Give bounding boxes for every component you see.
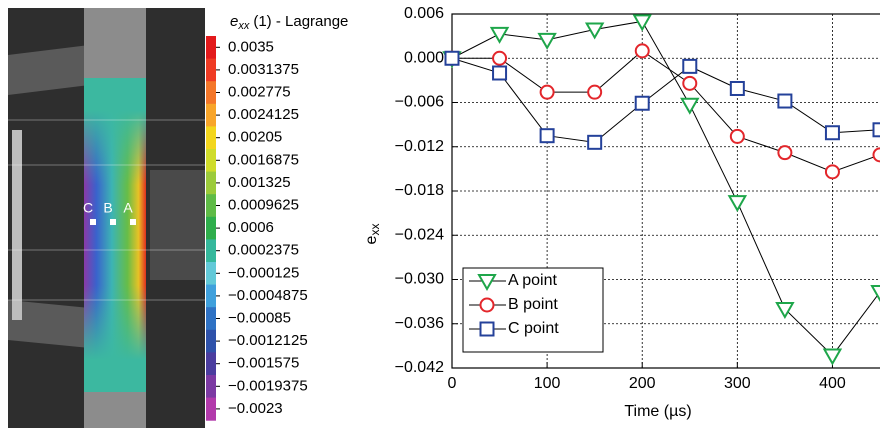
y-tick-label: −0.030 (395, 271, 444, 288)
data-point (683, 60, 696, 73)
colorbar-swatch (206, 285, 216, 308)
colorbar-swatch (206, 352, 216, 375)
colorbar-tick-label: −0.001575 (228, 355, 299, 372)
legend-label: B point (508, 296, 558, 313)
title-rest: (1) - Lagrange (253, 13, 348, 30)
data-point (874, 123, 880, 136)
data-point (729, 196, 745, 210)
colorbar-tick-label: −0.0023 (228, 400, 283, 417)
data-point (731, 130, 744, 143)
legend-label: C point (508, 320, 559, 337)
colorbar-tick-label: −0.0019375 (228, 377, 308, 394)
point-label: A (123, 200, 133, 216)
x-tick-label: 300 (724, 375, 751, 392)
colorbar-swatch (206, 375, 216, 398)
point-label: C (83, 200, 93, 216)
colorbar-swatch (206, 104, 216, 127)
colorbar-tick-label: −0.000125 (228, 264, 299, 281)
colorbar-tick-label: 0.00205 (228, 129, 282, 146)
y-tick-label: 0.000 (404, 49, 444, 66)
point-marker (130, 219, 136, 225)
y-tick-label: −0.042 (395, 359, 444, 376)
y-tick-label: −0.012 (395, 138, 444, 155)
colorbar-tick-label: 0.001325 (228, 174, 291, 191)
legend-marker (481, 299, 494, 312)
y-tick-label: 0.006 (404, 5, 444, 22)
colorbar-swatch (206, 36, 216, 59)
data-point (493, 52, 506, 65)
data-point (826, 126, 839, 139)
y-axis-label: exx (363, 224, 382, 245)
data-point (731, 82, 744, 95)
colorbar-tick-label: 0.0009625 (228, 196, 299, 213)
colorbar-tick-label: 0.002775 (228, 83, 291, 100)
data-point (874, 148, 880, 161)
colorbar-swatch (206, 81, 216, 104)
colorbar-tick-label: 0.0016875 (228, 151, 299, 168)
colorbar-tick-label: −0.0012125 (228, 332, 308, 349)
legend-marker (481, 323, 494, 336)
figure: CBAexx(1) - Lagrange0.00350.00313750.002… (0, 0, 880, 428)
x-tick-label: 0 (448, 375, 457, 392)
colorbar-swatch (206, 59, 216, 82)
x-tick-label: 400 (819, 375, 846, 392)
colorbar-swatch (206, 262, 216, 285)
colorbar-swatch (206, 126, 216, 149)
series-line (452, 58, 880, 142)
colorbar-swatch (206, 398, 216, 421)
y-label-var: e (363, 235, 380, 244)
y-tick-label: −0.006 (395, 94, 444, 111)
colorbar-swatch (206, 194, 216, 217)
colorbar-tick-label: 0.0024125 (228, 106, 299, 123)
colorbar-tick-label: −0.00085 (228, 309, 291, 326)
colorbar-tick-label: 0.0035 (228, 38, 274, 55)
colorbar-tick-label: 0.0002375 (228, 242, 299, 259)
data-point (493, 67, 506, 80)
data-point (682, 99, 698, 113)
x-tick-label: 100 (534, 375, 561, 392)
colorbar-swatch (206, 149, 216, 172)
data-point (539, 34, 555, 48)
dic-image (8, 8, 205, 428)
data-point (778, 146, 791, 159)
data-point (541, 129, 554, 142)
point-marker (110, 219, 116, 225)
point-marker (90, 219, 96, 225)
y-tick-label: −0.036 (395, 315, 444, 332)
y-tick-label: −0.024 (395, 226, 444, 243)
data-point (826, 165, 839, 178)
data-point (636, 97, 649, 110)
x-tick-label: 200 (629, 375, 656, 392)
data-point (683, 77, 696, 90)
data-point (588, 86, 601, 99)
data-point (636, 44, 649, 57)
colorbar-tick-label: −0.0004875 (228, 287, 308, 304)
data-point (541, 86, 554, 99)
colorbar-swatch (206, 307, 216, 330)
colorbar-swatch (206, 239, 216, 262)
x-axis-label: Time (µs) (624, 403, 691, 420)
y-label-sub: xx (368, 224, 382, 236)
colorbar-tick-label: 0.0031375 (228, 61, 299, 78)
colorbar-swatch (206, 330, 216, 353)
data-point (778, 95, 791, 108)
title-sub: xx (237, 20, 250, 32)
y-tick-label: −0.018 (395, 182, 444, 199)
colorbar-title: exx(1) - Lagrange (230, 13, 348, 32)
data-point (824, 349, 840, 363)
colorbar-swatch (206, 172, 216, 195)
data-point (588, 136, 601, 149)
point-label: B (103, 200, 112, 216)
colorbar-swatch (206, 217, 216, 240)
colorbar-tick-label: 0.0006 (228, 219, 274, 236)
data-point (446, 52, 459, 65)
title-var: e (230, 13, 238, 30)
series-line (452, 51, 880, 172)
legend-label: A point (508, 272, 557, 289)
